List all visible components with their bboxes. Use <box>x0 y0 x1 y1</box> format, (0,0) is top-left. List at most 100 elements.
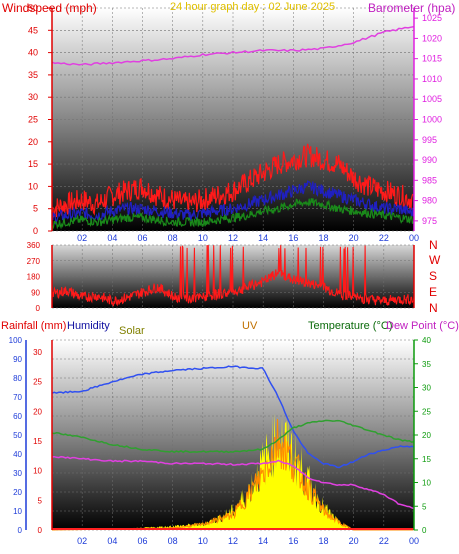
bottom-x-tick-label: 20 <box>349 536 359 546</box>
top-right-tick-label: 1020 <box>422 33 442 43</box>
temperature-tick-label: 35 <box>422 360 431 369</box>
top-x-tick-label: 14 <box>258 233 268 243</box>
top-x-tick-label: 20 <box>349 233 359 243</box>
mid-tick-label: 0 <box>36 304 41 313</box>
top-x-tick-label: 10 <box>198 233 208 243</box>
temperature-tick-label: 40 <box>422 336 431 345</box>
temperature-tick-label: 5 <box>422 502 427 511</box>
humidity-tick-label: 70 <box>13 393 22 402</box>
top-right-tick-label: 1025 <box>422 13 442 23</box>
rain-tick-label: 30 <box>33 348 42 357</box>
bottom-x-tick-label: 18 <box>318 536 328 546</box>
plot-series <box>51 25 415 531</box>
bottom-x-tick-label: 06 <box>137 536 147 546</box>
humidity-tick-label: 30 <box>13 469 22 478</box>
top-x-tick-label: 18 <box>318 233 328 243</box>
temperature-tick-label: 0 <box>422 526 427 535</box>
bottom-x-tick-label: 12 <box>228 536 238 546</box>
top-left-tick-label: 5 <box>33 204 38 214</box>
humidity-tick-label: 20 <box>13 488 22 497</box>
rain-tick-label: 20 <box>33 407 42 416</box>
top-right-tick-label: 990 <box>422 155 437 165</box>
dir-label-e: E <box>429 285 437 299</box>
dir-label-s: S <box>429 269 437 283</box>
bottom-x-tick-label: 22 <box>379 536 389 546</box>
bottom-x-tick-label: 04 <box>107 536 117 546</box>
bottom-x-tick-label: 08 <box>168 536 178 546</box>
bottom-x-tick-label: 00 <box>409 536 419 546</box>
dir-label-w: W <box>429 253 441 267</box>
top-right-tick-label: 1000 <box>422 115 442 125</box>
top-left-tick-label: 45 <box>28 25 38 35</box>
humidity-label: Humidity <box>67 320 110 332</box>
top-left-tick-label: 10 <box>28 181 38 191</box>
wind-average-line <box>51 179 414 226</box>
dir-label-n2: N <box>429 301 438 315</box>
temperature-tick-label: 20 <box>422 431 431 440</box>
top-x-tick-label: 08 <box>168 233 178 243</box>
top-left-label: Windspeed (mph) <box>2 1 97 15</box>
top-left-tick-label: 30 <box>28 92 38 102</box>
top-left-tick-label: 0 <box>33 226 38 236</box>
temperature-tick-label: 30 <box>422 384 431 393</box>
humidity-tick-label: 90 <box>13 355 22 364</box>
uv-label: UV <box>242 320 258 332</box>
humidity-tick-label: 40 <box>13 450 22 459</box>
dewpoint-line <box>51 455 415 510</box>
wind-direction-line <box>51 245 415 307</box>
temperature-tick-label: 10 <box>422 479 431 488</box>
top-left-tick-label: 40 <box>28 48 38 58</box>
bottom-x-tick-label: 02 <box>77 536 87 546</box>
mid-tick-label: 90 <box>31 288 40 297</box>
rain-tick-label: 0 <box>38 526 43 535</box>
top-right-tick-label: 980 <box>422 196 437 206</box>
top-center-label: 24 hour graph day : 02 June 2025 <box>170 1 335 13</box>
humidity-tick-label: 50 <box>13 431 22 440</box>
temperature-label: Temperature (°C) <box>308 320 392 332</box>
mid-tick-label: 270 <box>27 257 41 266</box>
bottom-x-tick-label: 16 <box>288 536 298 546</box>
rain-tick-label: 25 <box>33 378 42 387</box>
barometer-line <box>51 25 415 66</box>
dir-label-n: N <box>429 238 438 252</box>
wind-gust-line <box>51 143 414 218</box>
top-x-tick-label: 06 <box>137 233 147 243</box>
top-left-tick-label: 15 <box>28 159 38 169</box>
top-right-label: Barometer (hpa) <box>368 1 455 15</box>
humidity-tick-label: 10 <box>13 507 22 516</box>
mid-tick-label: 360 <box>27 241 41 250</box>
rain-label: Rainfall (mm) <box>1 320 66 332</box>
rain-tick-label: 10 <box>33 467 42 476</box>
temperature-line <box>51 419 415 454</box>
top-left-tick-label: 50 <box>28 3 38 13</box>
wind-low-line <box>51 198 414 231</box>
top-right-tick-label: 975 <box>422 216 437 226</box>
top-x-tick-label: 00 <box>409 233 419 243</box>
solar-label: Solar <box>119 325 145 337</box>
temperature-tick-label: 15 <box>422 455 431 464</box>
top-right-tick-label: 1005 <box>422 94 442 104</box>
top-right-tick-label: 1010 <box>422 74 442 84</box>
top-x-tick-label: 16 <box>288 233 298 243</box>
humidity-tick-label: 80 <box>13 374 22 383</box>
dewpoint-label: Dew Point (°C) <box>386 320 459 332</box>
humidity-tick-label: 100 <box>9 336 23 345</box>
temperature-tick-label: 25 <box>422 407 431 416</box>
top-x-tick-label: 22 <box>379 233 389 243</box>
humidity-tick-label: 60 <box>13 412 22 421</box>
top-x-tick-label: 02 <box>77 233 87 243</box>
top-left-tick-label: 20 <box>28 137 38 147</box>
bottom-x-tick-label: 14 <box>258 536 268 546</box>
humidity-tick-label: 0 <box>18 526 23 535</box>
top-right-tick-label: 995 <box>422 135 437 145</box>
bottom-x-tick-label: 10 <box>198 536 208 546</box>
humidity-line <box>51 365 415 469</box>
top-right-tick-label: 1015 <box>422 54 442 64</box>
top-x-tick-label: 04 <box>107 233 117 243</box>
top-left-tick-label: 25 <box>28 115 38 125</box>
top-right-tick-label: 985 <box>422 175 437 185</box>
top-left-tick-label: 35 <box>28 70 38 80</box>
top-x-tick-label: 12 <box>228 233 238 243</box>
